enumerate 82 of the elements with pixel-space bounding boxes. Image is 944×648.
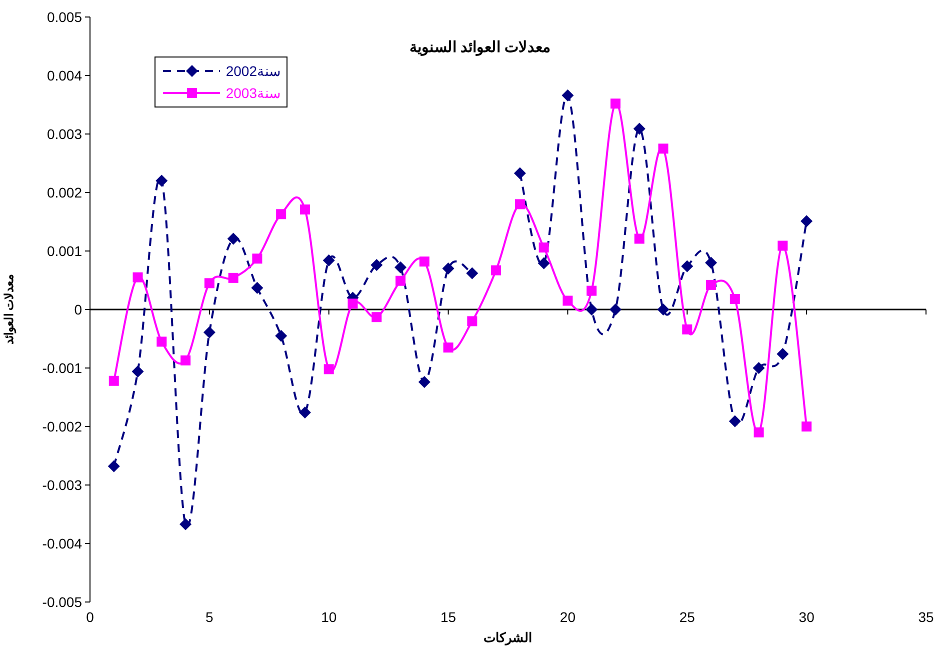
point xyxy=(108,460,120,472)
point xyxy=(132,366,144,378)
point xyxy=(634,234,644,244)
point xyxy=(443,342,454,353)
x-tick-label: 35 xyxy=(918,609,934,625)
point xyxy=(322,254,335,266)
point xyxy=(275,330,288,342)
y-tick-label: -0.002 xyxy=(42,418,82,434)
y-tick-label: 0 xyxy=(74,302,82,318)
point xyxy=(203,326,216,338)
point xyxy=(156,174,168,187)
point xyxy=(754,427,764,438)
point xyxy=(800,215,813,228)
point xyxy=(228,272,238,283)
point xyxy=(610,98,620,109)
y-tick-label: 0.005 xyxy=(46,9,82,25)
y-tick-label: 0.003 xyxy=(46,126,82,142)
point xyxy=(705,256,718,269)
point xyxy=(562,296,573,306)
x-tick-label: 25 xyxy=(679,609,696,625)
y-tick-label: -0.003 xyxy=(42,477,82,493)
point xyxy=(252,254,262,264)
x-tick-label: 20 xyxy=(560,609,576,625)
y-tick-label: -0.004 xyxy=(42,536,82,552)
point xyxy=(682,324,692,334)
point xyxy=(227,232,240,245)
point xyxy=(419,256,430,267)
point xyxy=(394,261,407,274)
point xyxy=(538,242,549,252)
point xyxy=(681,260,694,272)
y-tick-label: 0.001 xyxy=(46,243,82,259)
point xyxy=(752,362,765,374)
point xyxy=(132,272,143,282)
x-tick-label: 0 xyxy=(86,609,94,625)
x-tick-label: 5 xyxy=(206,609,214,625)
point xyxy=(324,364,334,374)
point xyxy=(562,89,574,102)
point xyxy=(514,167,526,180)
point xyxy=(298,406,311,418)
point xyxy=(442,262,454,275)
point xyxy=(657,304,670,316)
point xyxy=(730,294,740,304)
point xyxy=(538,257,550,270)
point xyxy=(418,376,430,388)
point xyxy=(609,304,622,316)
x-tick-label: 15 xyxy=(440,609,456,625)
point xyxy=(276,209,286,220)
y-tick-label: 0.004 xyxy=(46,68,82,84)
point xyxy=(466,267,478,280)
point xyxy=(778,240,788,251)
point xyxy=(658,144,668,154)
point xyxy=(300,204,310,214)
y-axis-title: معدلات العوائد xyxy=(2,274,17,345)
point xyxy=(372,312,382,322)
point xyxy=(776,348,789,360)
y-tick-label: 0.002 xyxy=(46,184,82,200)
point xyxy=(633,122,646,135)
x-tick-label: 30 xyxy=(798,609,815,625)
text: معدلات العوائد السنوية xyxy=(409,39,551,56)
legend-label: سنة2002 xyxy=(226,63,281,79)
x-axis-title: الشركات xyxy=(484,630,532,646)
point xyxy=(586,286,597,296)
x-tick-label: 10 xyxy=(321,609,337,625)
y-tick-label: -0.005 xyxy=(42,594,82,610)
point xyxy=(514,199,525,210)
point xyxy=(586,304,598,316)
point xyxy=(706,280,716,290)
point xyxy=(251,282,264,294)
point xyxy=(802,422,812,432)
point xyxy=(370,259,383,272)
point xyxy=(156,336,167,347)
point xyxy=(348,298,358,309)
legend-label: سنة2003 xyxy=(226,85,281,101)
point xyxy=(728,415,741,428)
point xyxy=(180,355,191,366)
y-tick-label: -0.001 xyxy=(42,360,82,376)
point xyxy=(108,376,119,386)
point xyxy=(204,278,214,288)
point xyxy=(180,518,192,530)
point xyxy=(491,265,502,276)
point xyxy=(467,316,478,326)
point xyxy=(396,276,406,286)
